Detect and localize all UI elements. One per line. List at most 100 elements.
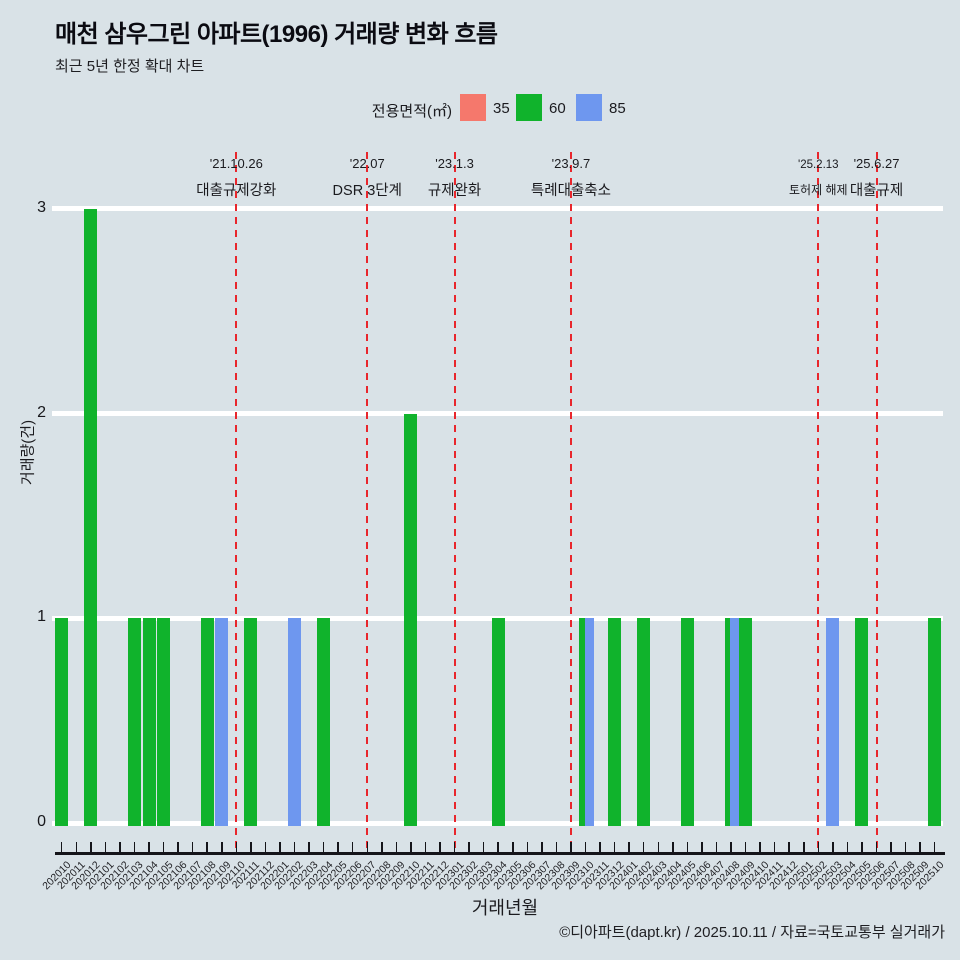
x-tick xyxy=(381,842,383,852)
bar-202312-60 xyxy=(608,618,622,826)
x-tick xyxy=(541,842,543,852)
bar-202310-85 xyxy=(584,618,594,826)
annotation-line-202506 xyxy=(875,152,878,853)
x-tick xyxy=(75,842,77,852)
bar-202105-60 xyxy=(157,618,171,826)
x-tick xyxy=(773,842,776,852)
bar-202402-60 xyxy=(637,618,651,826)
legend-label-35: 35 xyxy=(493,100,510,117)
annotation-date: '25.2.13 xyxy=(798,159,839,171)
legend-swatch-60 xyxy=(516,94,542,121)
x-tick xyxy=(599,842,601,852)
legend: 전용면적(㎡) 35 60 85 xyxy=(0,92,960,124)
x-tick xyxy=(148,842,150,852)
bar-202405-60 xyxy=(680,618,694,826)
x-tick xyxy=(221,842,223,852)
x-tick xyxy=(701,842,703,852)
bar-202409-60 xyxy=(739,618,753,826)
x-tick xyxy=(759,842,761,852)
bar-202108-60 xyxy=(200,618,214,826)
gridline-y3 xyxy=(52,206,943,212)
x-tick xyxy=(657,842,659,852)
x-tick xyxy=(788,842,790,852)
x-tick xyxy=(715,842,718,852)
y-tick-label: 2 xyxy=(37,403,46,421)
x-tick xyxy=(162,842,165,852)
x-tick xyxy=(744,842,747,852)
x-tick xyxy=(206,842,208,852)
x-tick xyxy=(308,842,310,852)
bar-202111-60 xyxy=(244,618,258,826)
bar-202510-60 xyxy=(928,618,942,826)
x-tick xyxy=(395,842,398,852)
x-axis-title: 거래년월 xyxy=(471,898,539,918)
y-axis-title: 거래량(건) xyxy=(19,419,37,486)
x-tick xyxy=(424,842,427,852)
gridline-y2 xyxy=(52,411,943,417)
x-tick xyxy=(875,842,878,852)
x-tick xyxy=(904,842,907,852)
bar-202210-60 xyxy=(404,413,418,826)
page-subtitle: 최근 5년 한정 확대 차트 xyxy=(55,58,205,75)
annotation-line-202207 xyxy=(366,152,369,853)
x-tick xyxy=(482,842,485,852)
annotation-date: '21.10.26 xyxy=(209,156,263,171)
x-tick xyxy=(250,842,252,852)
bar-202104-60 xyxy=(142,618,156,826)
legend-label-85: 85 xyxy=(609,100,626,117)
legend-swatch-35 xyxy=(460,94,486,121)
annotation-date: '23.9.7 xyxy=(551,156,591,171)
x-tick xyxy=(264,842,267,852)
x-tick xyxy=(468,842,470,852)
bar-202505-60 xyxy=(855,618,869,826)
annotation-line-202309 xyxy=(569,152,572,853)
x-tick xyxy=(60,842,63,852)
annotation-label: DSR 3단계 xyxy=(332,183,402,199)
annotation-date: '22.07 xyxy=(349,156,385,171)
x-tick xyxy=(191,842,194,852)
bar-202109-85 xyxy=(215,618,229,826)
annotation-label: 토허제 해제 xyxy=(789,183,848,197)
x-tick xyxy=(235,842,238,852)
x-tick xyxy=(366,842,368,852)
x-tick xyxy=(672,842,674,852)
annotation-label: 대출규제강화 xyxy=(196,183,277,199)
legend-swatch-85 xyxy=(576,94,602,121)
legend-label-60: 60 xyxy=(549,100,566,117)
x-tick xyxy=(453,842,456,852)
x-tick xyxy=(933,842,936,852)
y-tick-label: 1 xyxy=(37,608,46,626)
legend-title: 전용면적(㎡) xyxy=(371,103,452,120)
bar-202103-60 xyxy=(127,618,141,826)
x-tick xyxy=(846,842,849,852)
bar-202204-60 xyxy=(317,618,331,826)
x-tick xyxy=(293,842,296,852)
x-tick xyxy=(890,842,892,852)
annotation-label: 대출규제 xyxy=(849,183,904,199)
footer-credit: ©디아파트(dapt.kr) / 2025.10.11 / 자료=국토교통부 실… xyxy=(559,924,945,941)
annotation-date: '25.6.27 xyxy=(853,156,900,171)
annotation-line-202110 xyxy=(235,152,238,853)
x-tick xyxy=(90,842,92,852)
x-tick xyxy=(133,842,136,852)
x-tick xyxy=(832,842,834,852)
x-tick xyxy=(439,842,441,852)
bar-202202-85 xyxy=(288,618,301,826)
x-tick xyxy=(337,842,339,852)
x-tick xyxy=(628,842,630,852)
x-tick xyxy=(642,842,645,852)
x-tick xyxy=(570,842,572,852)
x-tick xyxy=(730,842,732,852)
annotation-line-202502 xyxy=(817,152,820,853)
x-tick xyxy=(526,842,529,852)
x-axis-line xyxy=(55,852,945,855)
x-tick xyxy=(351,842,354,852)
y-tick-label: 0 xyxy=(37,813,46,830)
annotation-line-202301 xyxy=(453,152,456,853)
x-tick xyxy=(497,842,499,852)
bar-202304-60 xyxy=(491,618,505,826)
bar-202012-60 xyxy=(84,208,98,826)
x-tick xyxy=(119,842,121,852)
x-tick xyxy=(584,842,587,852)
x-tick xyxy=(613,842,616,852)
